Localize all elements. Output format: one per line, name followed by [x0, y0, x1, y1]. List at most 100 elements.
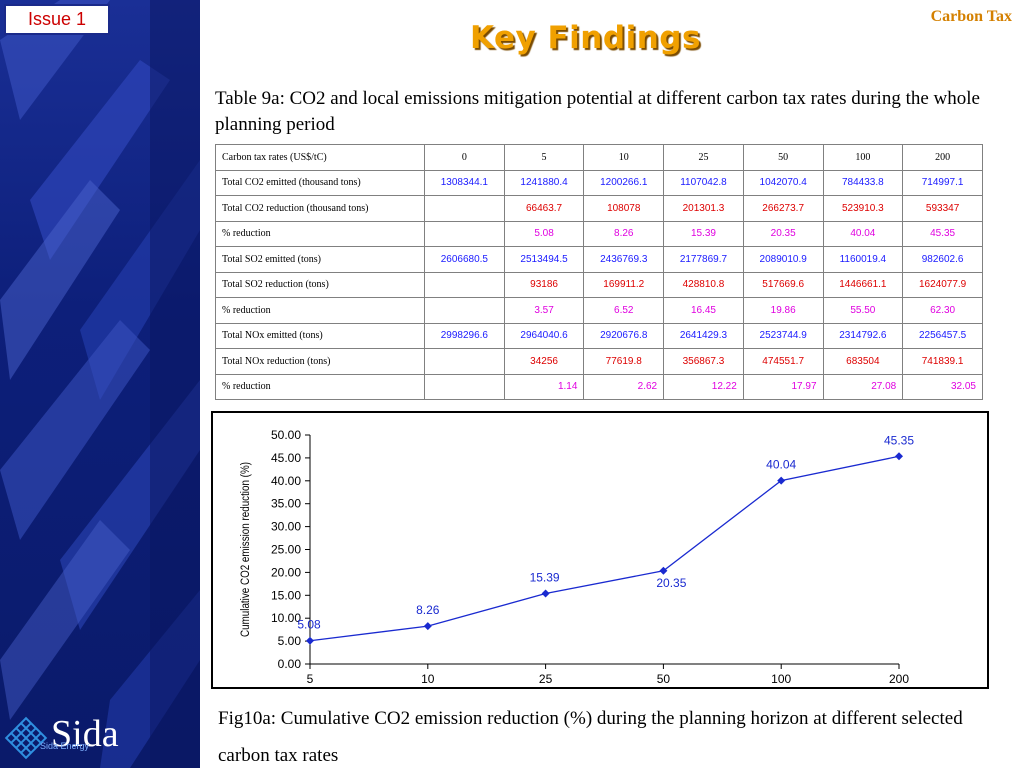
table-header-cell: 25 [663, 144, 744, 171]
x-tick-label: 5 [307, 672, 314, 686]
table-row: % reduction 5.08 8.26 15.39 20.35 40.04 45.35 [215, 220, 983, 247]
table-cell: 19.86 [742, 297, 824, 324]
y-tick-label: 40.00 [271, 474, 301, 488]
table-cell: 6.52 [583, 297, 665, 324]
table-cell: 201301.3 [663, 195, 744, 222]
emissions-table: Carbon tax rates (US$/tC) 0 5 10 25 50 100 200 T… [215, 144, 983, 400]
brand-tag: Carbon Tax [930, 8, 1012, 25]
y-tick-label: 10.00 [271, 611, 301, 625]
y-tick-label: 30.00 [271, 520, 301, 534]
data-label: 15.39 [530, 571, 560, 585]
table-cell: 32.05 [902, 373, 983, 400]
table-header-cell: 200 [902, 144, 983, 171]
table-row-label: Total SO2 emitted (tons) [215, 246, 425, 273]
table-cell: 741839.1 [902, 348, 983, 375]
table-cell: 2606680.5 [424, 246, 505, 273]
table-cell: 27.08 [822, 373, 904, 400]
y-tick-label: 25.00 [271, 543, 301, 557]
y-tick-label: 0.00 [278, 657, 302, 671]
table-header-cell: 5 [503, 144, 585, 171]
x-tick-label: 10 [421, 672, 435, 686]
table-cell: 2964040.6 [503, 322, 585, 349]
table-cell: 17.97 [742, 373, 824, 400]
table-row-label: % reduction [215, 220, 425, 247]
series-line [309, 455, 900, 642]
table-cell: 1160019.4 [822, 246, 904, 273]
table-cell: 1241880.4 [503, 169, 585, 196]
table-cell: 5.08 [503, 220, 585, 247]
table-cell: 62.30 [902, 297, 983, 324]
table-header-label: Carbon tax rates (US$/tC) [215, 144, 425, 171]
table-cell: 15.39 [663, 220, 744, 247]
table-header-cell: 100 [822, 144, 904, 171]
table-cell: 517669.6 [742, 271, 824, 298]
sida-logo-icon [4, 716, 48, 760]
table-cell: 428810.8 [663, 271, 744, 298]
table-cell: 1446661.1 [822, 271, 904, 298]
y-tick-label: 35.00 [271, 497, 301, 511]
table-cell: 2641429.3 [663, 322, 744, 349]
table-cell [424, 195, 505, 222]
x-tick-label: 100 [771, 672, 791, 686]
table-cell: 2.62 [583, 373, 665, 400]
table-cell: 169911.2 [583, 271, 665, 298]
table-row-label: Total NOx emitted (tons) [215, 322, 425, 349]
table-row: Total CO2 emitted (thousand tons) 1308344… [215, 169, 983, 196]
table-cell: 2513494.5 [503, 246, 585, 273]
co2-reduction-chart: 0.00 5.00 10.00 15.00 20.00 25.00 30.00 35.00 40… [239, 428, 914, 686]
table-cell: 2920676.8 [583, 322, 665, 349]
table-cell: 2089010.9 [742, 246, 824, 273]
table-cell: 266273.7 [742, 195, 824, 222]
table-row-label: Total NOx reduction (tons) [215, 348, 425, 375]
table-row: Total CO2 reduction (thousand tons) 66463… [215, 195, 983, 222]
table-cell: 8.26 [583, 220, 665, 247]
table-row-label: Total SO2 reduction (tons) [215, 271, 425, 298]
table-cell: 1200266.1 [583, 169, 665, 196]
table-cell: 474551.7 [742, 348, 824, 375]
table-row: Total NOx emitted (tons) 2998296.6 2964040… [215, 322, 983, 349]
x-tick-label: 200 [889, 672, 909, 686]
table-cell: 2998296.6 [424, 322, 505, 349]
y-tick-label: 20.00 [271, 565, 301, 579]
table-cell: 93186 [503, 271, 585, 298]
table-row-label: Total CO2 reduction (thousand tons) [215, 195, 425, 222]
data-label: 20.35 [656, 576, 686, 590]
table-cell: 1308344.1 [424, 169, 505, 196]
table-cell: 982602.6 [902, 246, 983, 273]
data-label: 45.35 [884, 433, 914, 447]
issue-label: Issue 1 [27, 9, 87, 29]
table-row-label: % reduction [215, 373, 425, 400]
table-header-cell: 0 [424, 144, 505, 171]
table-cell: 3.57 [503, 297, 585, 324]
table-cell: 2314792.6 [822, 322, 904, 349]
x-tick-label: 25 [539, 672, 553, 686]
data-label: 5.08 [297, 618, 321, 632]
table-row-label: Total CO2 emitted (thousand tons) [215, 169, 425, 196]
table-cell: 2256457.5 [902, 322, 983, 349]
issue-badge: Issue 1 [4, 4, 110, 35]
data-point [423, 622, 432, 631]
table-cell: 683504 [822, 348, 904, 375]
table-cell: 108078 [583, 195, 665, 222]
table-cell: 77619.8 [583, 348, 665, 375]
table-cell [424, 220, 505, 247]
table-cell: 593347 [902, 195, 983, 222]
table-cell: 714997.1 [902, 169, 983, 196]
data-point [895, 452, 903, 461]
y-tick-label: 45.00 [271, 451, 301, 465]
table-cell: 40.04 [822, 220, 904, 247]
table-cell: 1042070.4 [742, 169, 824, 196]
table-cell: 523910.3 [822, 195, 904, 222]
table-cell [424, 271, 505, 298]
table-cell: 34256 [503, 348, 585, 375]
page-title: Key Findings [470, 20, 701, 56]
data-point [306, 636, 314, 645]
y-tick-label: 50.00 [271, 428, 301, 442]
table-cell: 66463.7 [503, 195, 585, 222]
figure-caption: Fig10a: Cumulative CO2 emission reductio… [218, 708, 963, 766]
sida-logo-subtext: Sida Energy [40, 741, 90, 751]
y-tick-label: 15.00 [271, 588, 301, 602]
data-point [659, 566, 668, 575]
table-cell: 2177869.7 [663, 246, 744, 273]
table-cell: 1624077.9 [902, 271, 983, 298]
